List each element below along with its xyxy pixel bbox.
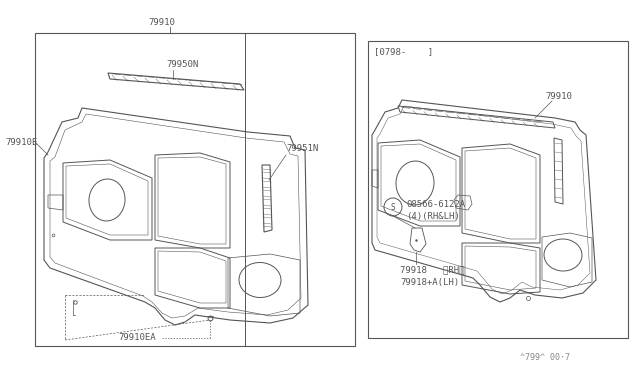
Text: 79910EA: 79910EA bbox=[118, 334, 156, 343]
Text: [0798-    ]: [0798- ] bbox=[374, 48, 433, 57]
Text: 79918   〈RH〉: 79918 〈RH〉 bbox=[400, 266, 465, 275]
Text: (4)(RH&LH): (4)(RH&LH) bbox=[406, 212, 460, 221]
Text: 79918+A(LH): 79918+A(LH) bbox=[400, 278, 459, 286]
Text: 79910E: 79910E bbox=[5, 138, 37, 147]
Bar bbox=[35, 33, 355, 346]
Text: S: S bbox=[390, 202, 396, 212]
Bar bbox=[368, 41, 628, 338]
Text: ^799^ 00·7: ^799^ 00·7 bbox=[520, 353, 570, 362]
Text: 79951N: 79951N bbox=[286, 144, 318, 153]
Text: 79910: 79910 bbox=[545, 92, 572, 100]
Text: 79950N: 79950N bbox=[166, 60, 198, 68]
Text: 79910: 79910 bbox=[148, 17, 175, 26]
Text: 08566-6122A: 08566-6122A bbox=[406, 199, 465, 208]
